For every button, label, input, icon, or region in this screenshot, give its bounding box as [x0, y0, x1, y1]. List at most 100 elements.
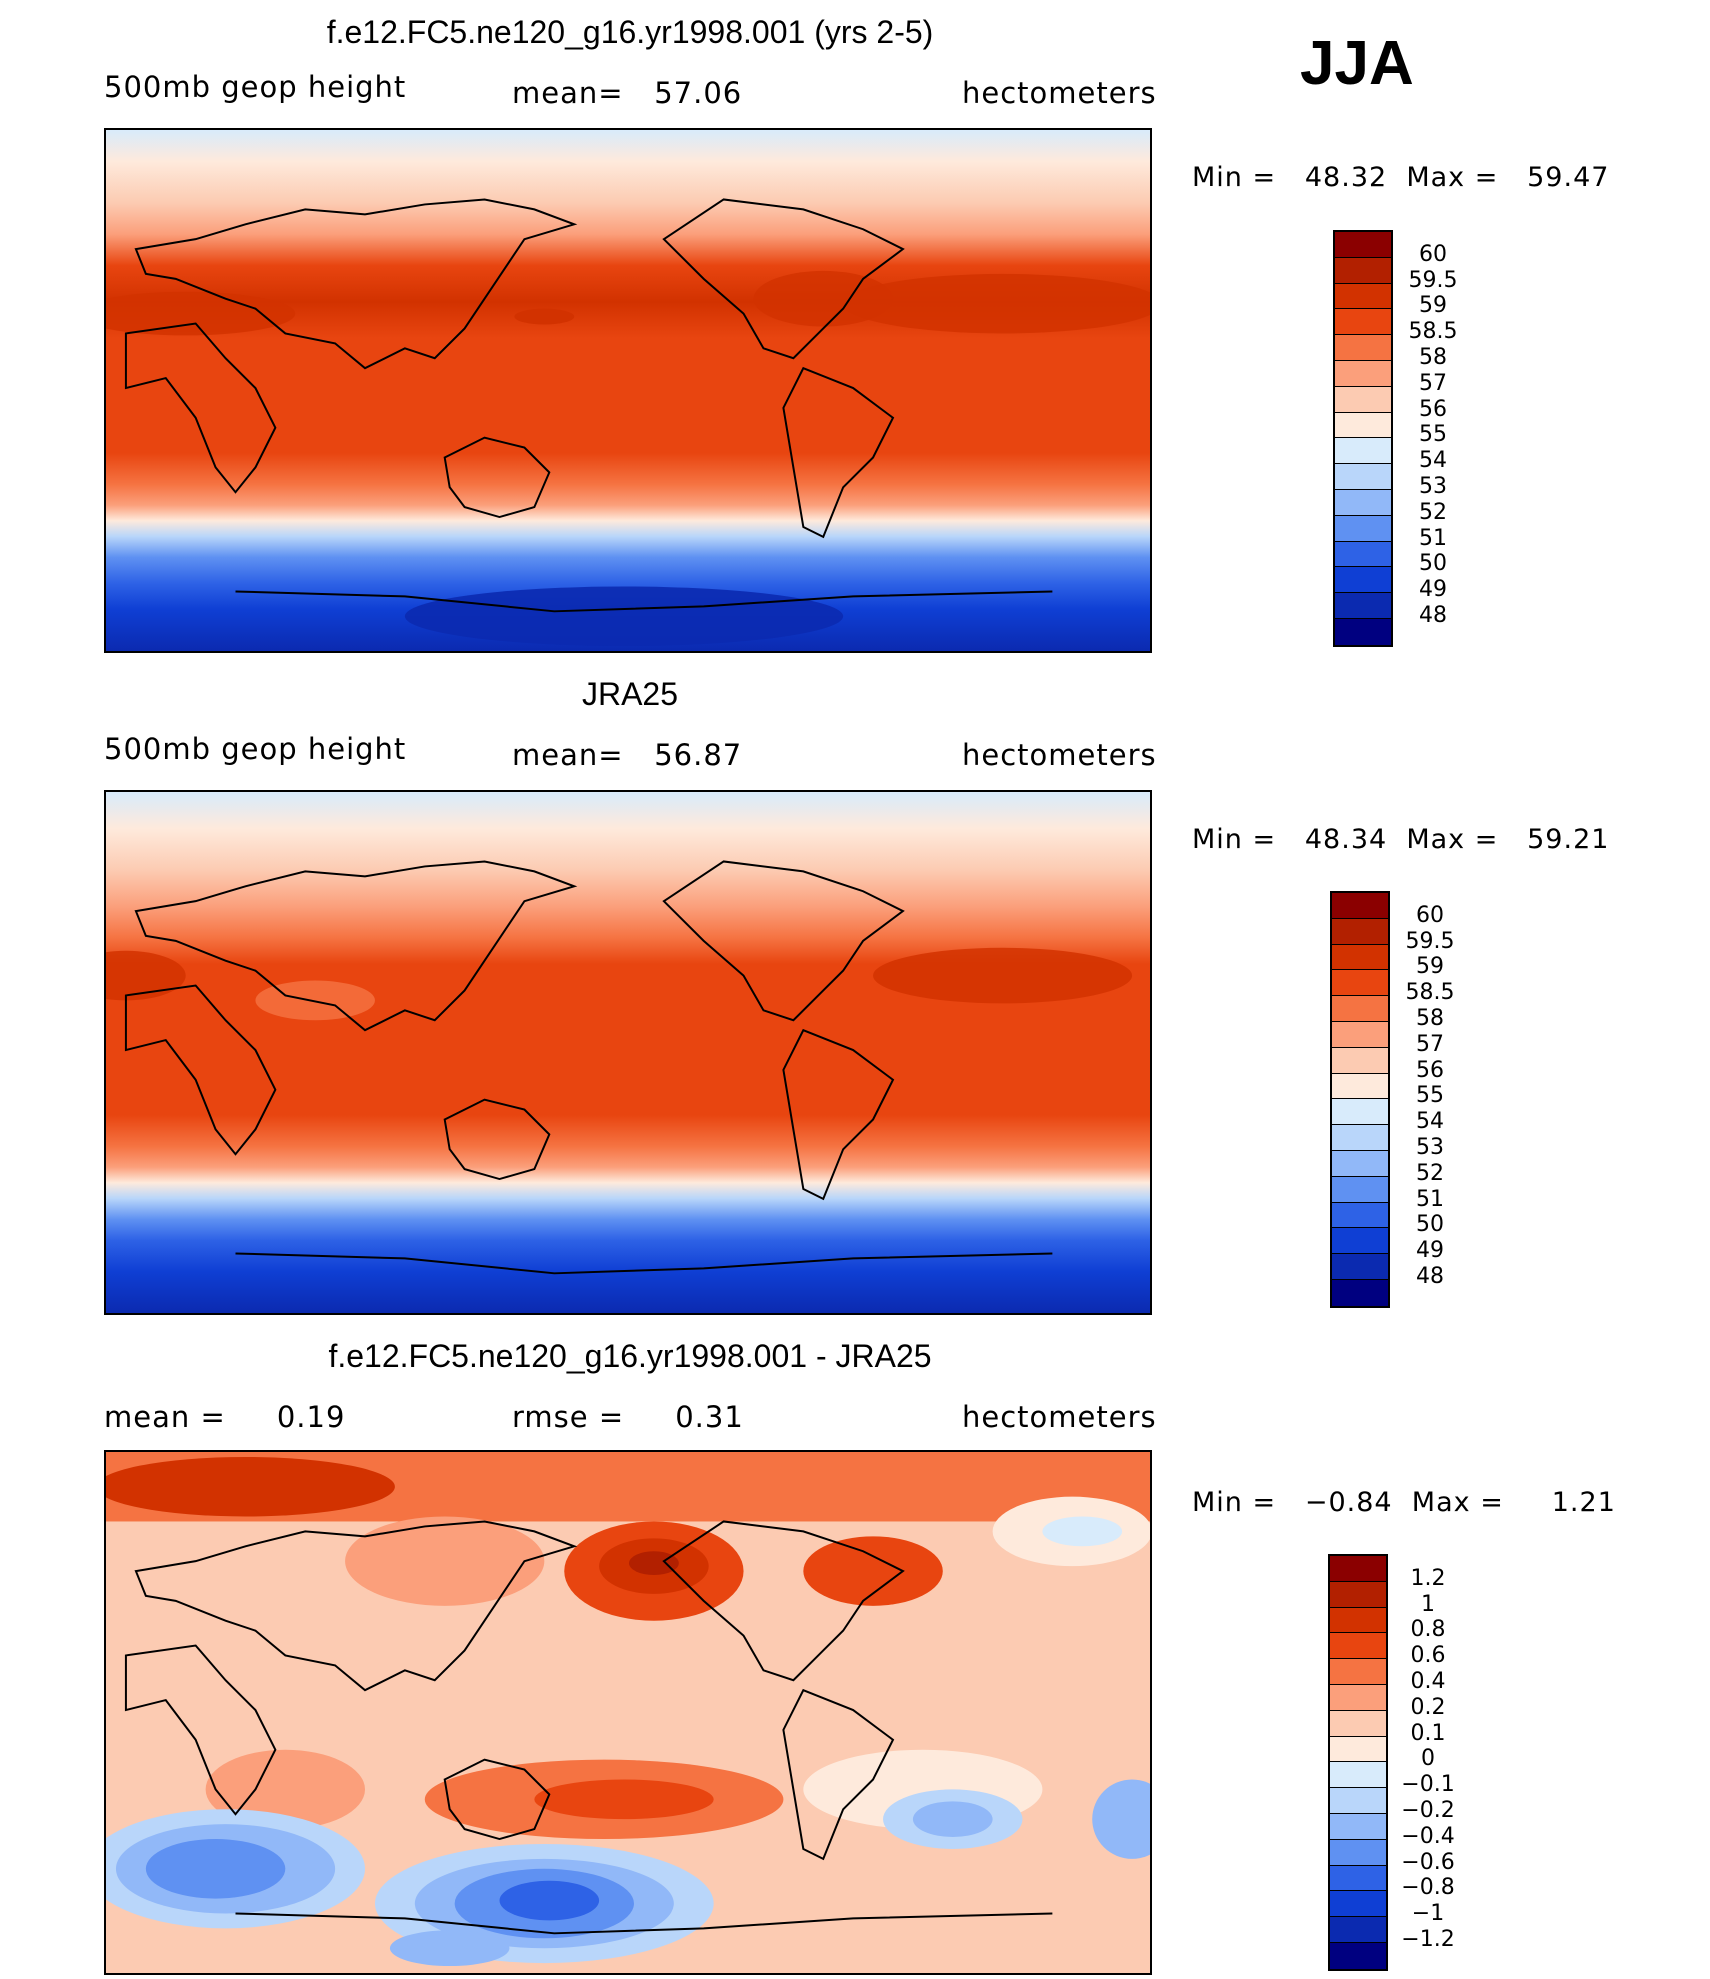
- panel1-minmax: Min = 48.32 Max = 59.47: [1192, 162, 1609, 193]
- panel1-units: hectometers: [962, 76, 1157, 110]
- colorbar-swatch: [1330, 1788, 1386, 1814]
- colorbar-tick-label: 51: [1419, 525, 1447, 551]
- colorbar-swatch: [1332, 1150, 1388, 1177]
- colorbar-swatch: [1330, 1917, 1386, 1943]
- panel3-rmse: rmse = 0.31: [512, 1400, 744, 1434]
- colorbar-swatch: [1332, 918, 1388, 945]
- colorbar-swatch: [1332, 996, 1388, 1022]
- colorbar-swatch: [1332, 944, 1388, 971]
- colorbar-swatch: [1335, 464, 1391, 490]
- colorbar-swatch: [1332, 1073, 1388, 1100]
- season-label: JJA: [1300, 29, 1414, 98]
- panel2-max-label: Max =: [1406, 824, 1499, 855]
- colorbar-tick-label: 1.2: [1410, 1565, 1446, 1591]
- colorbar-tick-label: −1: [1411, 1901, 1445, 1927]
- panel2-colorbar: [1330, 891, 1390, 1308]
- colorbar-tick-label: 52: [1419, 499, 1447, 525]
- colorbar-swatch: [1332, 970, 1388, 997]
- panel1-field-label: 500mb geop height: [104, 70, 407, 104]
- colorbar-swatch: [1335, 309, 1391, 336]
- colorbar-tick-label: 48: [1416, 1264, 1444, 1289]
- colorbar-tick-label: 57: [1419, 370, 1447, 396]
- colorbar-swatch: [1335, 360, 1391, 387]
- panel3-contour-field: [106, 1452, 1150, 1973]
- panel2-mean: mean= 56.87: [512, 738, 742, 772]
- colorbar-swatch: [1335, 257, 1391, 284]
- colorbar-tick-label: 53: [1419, 474, 1447, 499]
- colorbar-swatch: [1330, 1581, 1386, 1608]
- colorbar-tick-label: 54: [1419, 448, 1447, 474]
- colorbar-swatch: [1332, 1047, 1388, 1074]
- panel3-mean-label: mean =: [104, 1400, 226, 1434]
- colorbar-swatch: [1330, 1736, 1386, 1763]
- colorbar-tick-label: 59.5: [1405, 928, 1455, 954]
- colorbar-swatch: [1332, 1254, 1388, 1280]
- colorbar-swatch: [1330, 1633, 1386, 1660]
- colorbar-swatch: [1335, 618, 1391, 645]
- colorbar-tick-label: 58.5: [1405, 980, 1455, 1006]
- colorbar-swatch: [1335, 335, 1391, 361]
- colorbar-swatch: [1332, 1099, 1388, 1126]
- colorbar-swatch: [1330, 1839, 1386, 1866]
- panel1-title: f.e12.FC5.ne120_g16.yr1998.001 (yrs 2-5): [326, 14, 934, 50]
- colorbar-swatch: [1335, 283, 1391, 310]
- panel2-mean-value: 56.87: [654, 738, 743, 772]
- colorbar-swatch: [1335, 567, 1391, 594]
- panel3-units: hectometers: [962, 1400, 1157, 1434]
- panel2-min-value: 48.34: [1304, 824, 1388, 855]
- colorbar-swatch: [1332, 1279, 1388, 1306]
- colorbar-tick-label: −0.6: [1401, 1849, 1455, 1875]
- panel1-colorbar: [1333, 230, 1393, 647]
- colorbar-swatch: [1330, 1659, 1386, 1685]
- colorbar-tick-label: 0.1: [1410, 1720, 1446, 1746]
- colorbar-swatch: [1335, 412, 1391, 439]
- panel3-minmax: Min = −0.84 Max = 1.21: [1192, 1487, 1616, 1518]
- colorbar-tick-label: −0.1: [1401, 1772, 1455, 1798]
- colorbar-tick-label: 48: [1419, 603, 1447, 628]
- panel1-contour-field: [106, 130, 1150, 651]
- colorbar-tick-label: 60: [1419, 241, 1447, 267]
- colorbar-tick-label: 0.6: [1410, 1643, 1446, 1669]
- panel3-colorbar: [1328, 1554, 1388, 1971]
- panel2-minmax: Min = 48.34 Max = 59.21: [1192, 824, 1609, 855]
- panel2-map: [104, 790, 1152, 1315]
- colorbar-swatch: [1335, 515, 1391, 542]
- colorbar-tick-label: 59: [1416, 954, 1444, 980]
- colorbar-swatch: [1330, 1762, 1386, 1789]
- colorbar-swatch: [1332, 1125, 1388, 1151]
- colorbar-tick-label: −0.8: [1401, 1875, 1455, 1901]
- colorbar-tick-label: 56: [1416, 1057, 1444, 1083]
- colorbar-tick-label: 1: [1421, 1591, 1435, 1617]
- colorbar-tick-label: −0.4: [1401, 1823, 1455, 1849]
- colorbar-swatch: [1332, 1176, 1388, 1203]
- colorbar-tick-label: 50: [1416, 1212, 1444, 1238]
- panel1-min-label: Min =: [1192, 162, 1277, 193]
- panel1-mean-label: mean=: [512, 76, 624, 110]
- panel3-mean: mean = 0.19: [104, 1400, 345, 1434]
- colorbar-swatch: [1330, 1942, 1386, 1969]
- colorbar-tick-label: 55: [1416, 1083, 1444, 1109]
- colorbar-swatch: [1330, 1607, 1386, 1634]
- panel3-map: [104, 1450, 1152, 1975]
- colorbar-swatch: [1335, 489, 1391, 516]
- colorbar-tick-label: 0.4: [1410, 1669, 1446, 1694]
- panel3-rmse-value: 0.31: [675, 1400, 744, 1434]
- colorbar-tick-label: 49: [1419, 577, 1447, 603]
- panel3-max-value: 1.21: [1551, 1487, 1616, 1518]
- panel1-max-value: 59.47: [1527, 162, 1610, 193]
- colorbar-tick-label: 49: [1416, 1238, 1444, 1264]
- colorbar-tick-label: 59: [1419, 293, 1447, 319]
- colorbar-tick-label: −1.2: [1401, 1927, 1455, 1952]
- panel3-mean-value: 0.19: [276, 1400, 346, 1434]
- colorbar-swatch: [1332, 1228, 1388, 1255]
- colorbar-swatch: [1332, 1021, 1388, 1048]
- colorbar-tick-label: 53: [1416, 1135, 1444, 1160]
- panel2-contour-field: [106, 792, 1150, 1313]
- colorbar-swatch: [1335, 232, 1391, 258]
- panel3-max-label: Max =: [1411, 1487, 1504, 1518]
- colorbar-swatch: [1330, 1865, 1386, 1892]
- colorbar-tick-label: 60: [1416, 902, 1444, 928]
- panel1-max-label: Max =: [1406, 162, 1499, 193]
- colorbar-tick-label: 54: [1416, 1109, 1444, 1135]
- colorbar-tick-label: 56: [1419, 396, 1447, 422]
